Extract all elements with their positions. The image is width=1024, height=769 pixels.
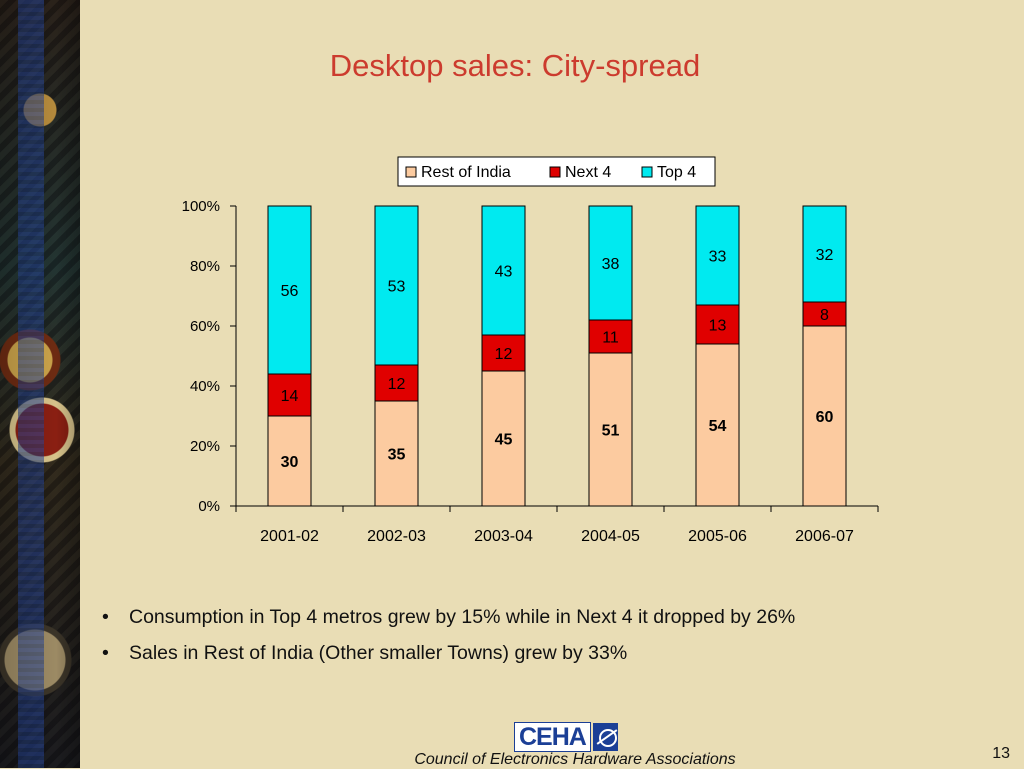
data-label: 53 [388, 279, 406, 296]
y-tick-label: 80% [190, 258, 220, 275]
bar-top-4 [802, 205, 847, 303]
bullet-item: • Sales in Rest of India (Other smaller … [102, 642, 795, 665]
data-label: 14 [281, 388, 299, 405]
y-tick-label: 40% [190, 378, 220, 395]
ceha-logo-icon: CEHA [514, 722, 618, 752]
data-label: 56 [281, 283, 299, 300]
x-tick-label: 2006-07 [795, 528, 854, 545]
chart-bars [267, 205, 847, 507]
bar-rest-of-india [481, 370, 526, 507]
data-label: 38 [602, 256, 620, 273]
page-title: Desktop sales: City-spread [329, 48, 701, 83]
data-label: 45 [495, 432, 513, 449]
bullet-text: Consumption in Top 4 metros grew by 15% … [129, 606, 796, 628]
x-tick-label: 2005-06 [688, 528, 747, 545]
legend-label: Rest of India [421, 164, 511, 181]
logo-text: CEHA [514, 722, 591, 752]
bullet-text: Sales in Rest of India (Other smaller To… [129, 642, 628, 664]
bar-top-4 [267, 205, 312, 375]
x-tick-label: 2004-05 [581, 528, 640, 545]
bar-top-4 [374, 205, 419, 366]
x-tick-label: 2001-02 [260, 528, 319, 545]
bar-rest-of-india [374, 400, 419, 507]
page-number: 13 [992, 745, 1010, 762]
bar-rest-of-india [588, 352, 633, 507]
decorative-shade [0, 0, 80, 768]
data-label: 8 [820, 307, 829, 324]
bar-top-4 [588, 205, 633, 321]
logo-mark-icon [592, 723, 618, 751]
y-tick-label: 0% [198, 498, 220, 515]
data-label: 43 [495, 264, 513, 281]
x-tick-label: 2003-04 [474, 528, 533, 545]
chart-legend: Rest of India Next 4 Top 4 [397, 156, 716, 187]
bullet-list: • Consumption in Top 4 metros grew by 15… [102, 606, 795, 678]
bar-rest-of-india [695, 343, 740, 507]
data-label: 13 [709, 318, 727, 335]
data-label: 12 [388, 376, 406, 393]
footer-organization: Council of Electronics Hardware Associat… [414, 751, 736, 768]
bar-rest-of-india [802, 325, 847, 507]
data-label: 12 [495, 346, 513, 363]
y-tick-label: 60% [190, 318, 220, 335]
data-label: 33 [709, 249, 727, 266]
data-label: 51 [602, 423, 620, 440]
bullet-item: • Consumption in Top 4 metros grew by 15… [102, 606, 795, 629]
decorative-ribbon [18, 0, 44, 768]
y-tick-label: 20% [190, 438, 220, 455]
legend-label: Next 4 [565, 164, 611, 181]
data-label: 60 [816, 409, 834, 426]
data-label: 35 [388, 447, 406, 464]
y-tick-label: 100% [182, 198, 220, 215]
chart-labels: 30 14 56 2001-02 35 12 53 2002-03 45 12 43 2003-04 5… [260, 247, 854, 545]
legend-swatch [405, 166, 417, 178]
legend-swatch [641, 166, 653, 178]
bar-next-4 [695, 304, 740, 345]
data-label: 32 [816, 247, 834, 264]
bar-next-4 [374, 364, 419, 402]
data-label: 30 [281, 454, 299, 471]
bullet-icon: • [102, 642, 109, 664]
data-label: 54 [709, 418, 727, 435]
chart-frame: 0% 20% 40% 60% 80% 100% [182, 198, 879, 515]
bullet-icon: • [102, 606, 109, 628]
legend-swatch [549, 166, 561, 178]
x-tick-label: 2002-03 [367, 528, 426, 545]
data-label: 11 [602, 330, 619, 347]
bar-next-4 [802, 301, 847, 327]
bar-top-4 [695, 205, 740, 306]
bar-top-4 [481, 205, 526, 336]
legend-label: Top 4 [657, 164, 696, 181]
